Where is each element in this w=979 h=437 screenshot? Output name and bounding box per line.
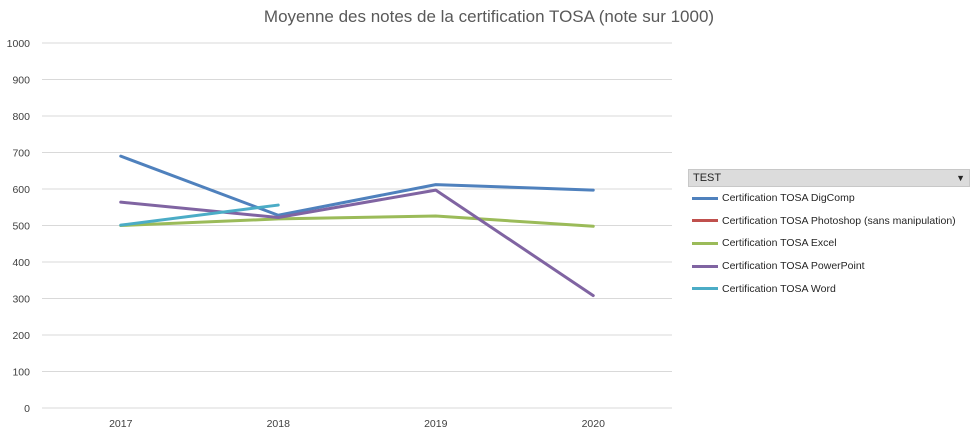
chart-title: Moyenne des notes de la certification TO… [264, 7, 714, 26]
y-tick-label: 900 [12, 75, 30, 87]
y-tick-label: 700 [12, 148, 30, 160]
legend-swatch [692, 196, 718, 200]
legend-item: Certification TOSA Word [688, 277, 970, 300]
legend-swatch [692, 287, 718, 291]
x-tick-label: 2018 [267, 418, 291, 430]
y-tick-label: 1000 [7, 38, 31, 50]
x-tick-label: 2017 [109, 418, 133, 430]
legend-title: TEST [693, 172, 722, 184]
y-tick-label: 800 [12, 111, 30, 123]
legend-label: Certification TOSA Excel [722, 237, 837, 250]
series-line [119, 203, 280, 227]
y-tick-label: 600 [12, 184, 30, 196]
legend-item: Certification TOSA Photoshop (sans manip… [688, 210, 970, 233]
y-tick-label: 300 [12, 294, 30, 306]
y-tick-label: 100 [12, 367, 30, 379]
legend-swatch [692, 219, 718, 223]
legend-label: Certification TOSA DigComp [722, 192, 855, 205]
legend-list: Certification TOSA DigComp Certification … [688, 187, 970, 300]
y-tick-label: 0 [24, 403, 30, 415]
x-tick-label: 2020 [582, 418, 606, 430]
series-line [119, 188, 595, 298]
series-lines [119, 154, 595, 298]
dropdown-arrow-icon[interactable]: ▼ [956, 173, 965, 183]
legend-item: Certification TOSA Excel [688, 232, 970, 255]
legend: TEST ▼ Certification TOSA DigComp Certifi… [688, 169, 970, 300]
y-tick-label: 500 [12, 221, 30, 233]
legend-label: Certification TOSA Photoshop (sans manip… [722, 214, 956, 227]
series-line [119, 154, 595, 217]
legend-label: Certification TOSA PowerPoint [722, 260, 865, 273]
y-axis-ticks: 0 100 200 300 400 500 600 700 800 900 1000 [7, 38, 31, 415]
x-axis-ticks: 2017 2018 2019 2020 [109, 418, 605, 430]
legend-swatch [692, 264, 718, 268]
y-tick-label: 400 [12, 257, 30, 269]
legend-swatch [692, 241, 718, 245]
x-tick-label: 2019 [424, 418, 448, 430]
legend-item: Certification TOSA DigComp [688, 187, 970, 210]
legend-label: Certification TOSA Word [722, 282, 836, 295]
y-tick-label: 200 [12, 330, 30, 342]
legend-item: Certification TOSA PowerPoint [688, 255, 970, 278]
series-line [119, 214, 595, 228]
legend-filter-dropdown[interactable]: TEST ▼ [688, 169, 970, 187]
